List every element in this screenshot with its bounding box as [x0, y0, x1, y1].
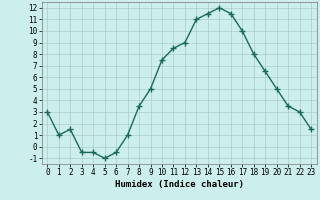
X-axis label: Humidex (Indice chaleur): Humidex (Indice chaleur) [115, 180, 244, 189]
